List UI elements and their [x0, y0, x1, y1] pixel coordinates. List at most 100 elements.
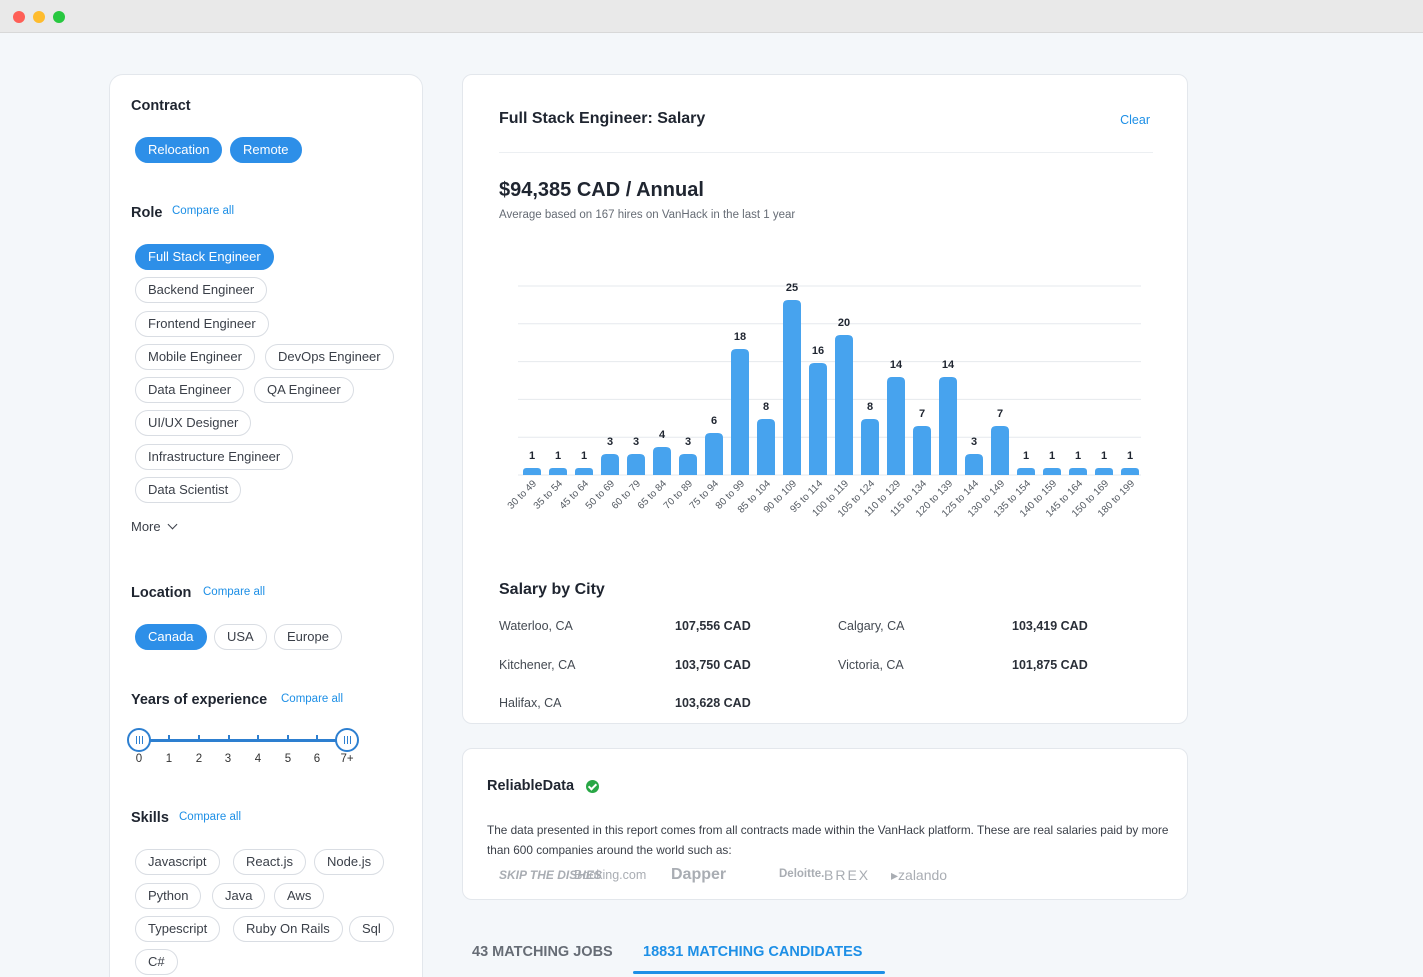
chip-skill[interactable]: Aws — [274, 883, 325, 909]
maximize-window-button[interactable] — [53, 11, 65, 23]
average-salary: $94,385 CAD / Annual — [499, 179, 704, 201]
chart-bar[interactable] — [1043, 468, 1061, 475]
chart-bar[interactable] — [1069, 468, 1087, 475]
chart-bar[interactable] — [809, 363, 827, 475]
chart-data-label: 3 — [633, 436, 639, 448]
chart-bar[interactable] — [913, 426, 931, 475]
chip-location[interactable]: USA — [214, 624, 267, 650]
chip-relocation[interactable]: Relocation — [135, 137, 223, 163]
chart-bar[interactable] — [601, 454, 619, 475]
city-salary: 107,556 CAD — [675, 619, 751, 633]
experience-label: 6 — [313, 753, 321, 765]
chart-bar[interactable] — [991, 426, 1009, 475]
chart-bar[interactable] — [653, 447, 671, 475]
chart-bar[interactable] — [783, 300, 801, 475]
chip-skill[interactable]: Ruby On Rails — [233, 916, 343, 942]
company-logo: BREX — [824, 867, 871, 883]
chip-skill[interactable]: Javascript — [135, 849, 220, 875]
chart-data-label: 20 — [838, 317, 850, 329]
experience-max-handle[interactable] — [335, 728, 359, 752]
chart-data-label: 4 — [659, 429, 666, 441]
chip-role[interactable]: Full Stack Engineer — [135, 244, 274, 270]
filter-sidebar: Contract Relocation Remote Role Compare … — [109, 74, 423, 977]
slider-tick — [287, 735, 289, 739]
salary-title: Full Stack Engineer: Salary — [499, 110, 706, 127]
chart-data-label: 14 — [890, 359, 903, 371]
location-compare-all-link[interactable]: Compare all — [203, 586, 265, 598]
chart-data-label: 7 — [997, 408, 1003, 420]
role-compare-all-link[interactable]: Compare all — [172, 205, 234, 217]
chip-role[interactable]: DevOps Engineer — [265, 344, 394, 370]
chart-bar[interactable] — [1017, 468, 1035, 475]
chip-skill[interactable]: Typescript — [135, 916, 221, 942]
minimize-window-button[interactable] — [33, 11, 45, 23]
chip-location[interactable]: Europe — [274, 624, 342, 650]
tab-matching-jobs[interactable]: 43 MATCHING JOBS — [472, 944, 613, 960]
divider — [499, 152, 1153, 153]
close-window-button[interactable] — [13, 11, 25, 23]
chart-bar[interactable] — [835, 335, 853, 475]
chart-bar[interactable] — [861, 419, 879, 475]
city-salary: 103,419 CAD — [1012, 619, 1088, 633]
experience-label: 4 — [254, 753, 262, 765]
chart-data-label: 1 — [1101, 450, 1107, 462]
chip-role[interactable]: Data Scientist — [135, 477, 242, 503]
chip-skill[interactable]: C# — [135, 949, 178, 975]
city-name: Calgary, CA — [838, 619, 905, 633]
chart-bar[interactable] — [965, 454, 983, 475]
chart-bar[interactable] — [549, 468, 567, 475]
experience-min-handle[interactable] — [127, 728, 151, 752]
chart-bar[interactable] — [939, 377, 957, 475]
salary-card: Full Stack Engineer: Salary Clear $94,38… — [462, 74, 1188, 724]
chip-role[interactable]: Backend Engineer — [135, 277, 268, 303]
experience-label: 5 — [284, 753, 292, 765]
experience-compare-all-link[interactable]: Compare all — [281, 693, 343, 705]
chip-remote[interactable]: Remote — [230, 137, 302, 163]
city-name: Waterloo, CA — [499, 619, 573, 633]
company-logo: Dapper — [671, 866, 727, 883]
skills-compare-all-link[interactable]: Compare all — [179, 811, 241, 823]
chip-role[interactable]: Frontend Engineer — [135, 311, 269, 337]
more-roles-button[interactable]: More — [131, 519, 178, 534]
chart-data-label: 25 — [786, 282, 798, 294]
tab-matching-candidates[interactable]: 18831 MATCHING CANDIDATES — [643, 944, 863, 960]
chart-data-label: 8 — [867, 401, 873, 413]
chart-data-label: 1 — [529, 450, 535, 462]
city-name: Victoria, CA — [838, 658, 904, 672]
chip-role[interactable]: Mobile Engineer — [135, 344, 255, 370]
chart-bar[interactable] — [1095, 468, 1113, 475]
reliable-data-card: ReliableData The data presented in this … — [462, 748, 1188, 900]
chart-data-label: 18 — [734, 331, 746, 343]
experience-slider-track[interactable] — [140, 739, 348, 742]
verified-check-icon — [586, 780, 599, 793]
chart-bar[interactable] — [887, 377, 905, 475]
chart-bar[interactable] — [757, 419, 775, 475]
chip-skill[interactable]: Java — [212, 883, 266, 909]
chart-bar[interactable] — [1121, 468, 1139, 475]
chart-bar[interactable] — [575, 468, 593, 475]
chip-role[interactable]: QA Engineer — [254, 377, 354, 403]
chip-role[interactable]: Data Engineer — [135, 377, 245, 403]
chip-location[interactable]: Canada — [135, 624, 207, 650]
city-name: Halifax, CA — [499, 696, 562, 710]
reliable-data-title: ReliableData — [487, 778, 575, 794]
chart-bar[interactable] — [523, 468, 541, 475]
chip-skill[interactable]: React.js — [233, 849, 306, 875]
chip-skill[interactable]: Sql — [349, 916, 394, 942]
chip-skill[interactable]: Python — [135, 883, 202, 909]
salary-by-city-title: Salary by City — [499, 581, 605, 598]
clear-button[interactable]: Clear — [1120, 113, 1150, 127]
chart-bar[interactable] — [627, 454, 645, 475]
chip-role[interactable]: UI/UX Designer — [135, 410, 252, 436]
chart-bar[interactable] — [679, 454, 697, 475]
chip-role[interactable]: Infrastructure Engineer — [135, 444, 294, 470]
chart-data-label: 1 — [1075, 450, 1081, 462]
chart-bar[interactable] — [731, 349, 749, 475]
chart-bar[interactable] — [705, 433, 723, 475]
company-logo: ▸zalando — [891, 867, 948, 883]
location-title: Location — [131, 585, 192, 601]
company-logo: Booking.com — [574, 868, 647, 882]
chart-data-label: 1 — [1127, 450, 1133, 462]
chip-skill[interactable]: Node.js — [314, 849, 385, 875]
experience-label: 2 — [195, 753, 203, 765]
